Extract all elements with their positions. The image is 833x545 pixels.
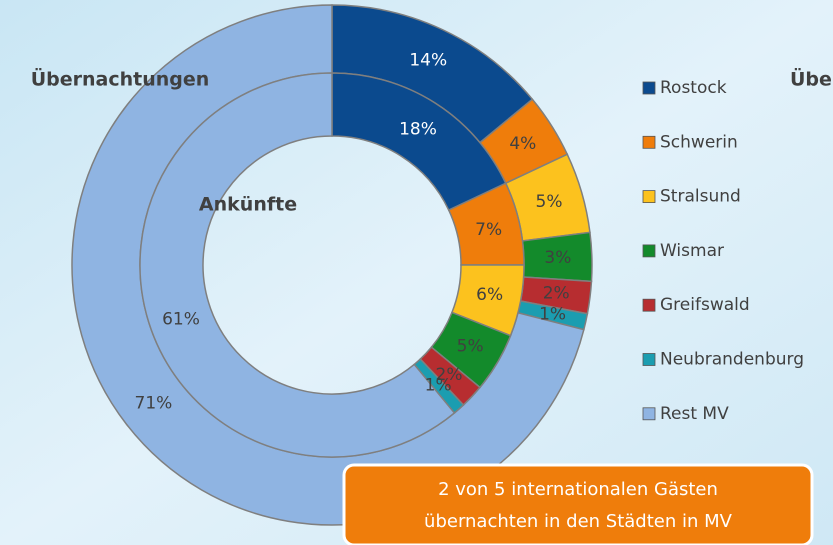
legend-label: Neubrandenburg [660, 350, 804, 370]
legend-label: Stralsund [660, 187, 741, 207]
legend-label: Rostock [660, 78, 727, 98]
legend-label: Greifswald [660, 295, 750, 315]
data-label: 5% [536, 192, 563, 212]
outer-ring-title: Übernachtungen [31, 67, 210, 91]
data-label: 1% [539, 304, 566, 324]
legend: Rostock Schwerin Stralsund Wismar Greifswald… [642, 78, 804, 424]
callout-line: 2 von 5 internationalen Gästen [438, 479, 718, 500]
legend-swatch [642, 135, 656, 149]
legend-label: Rest MV [660, 404, 729, 424]
legend-swatch [642, 244, 656, 258]
data-label: 18% [399, 119, 437, 139]
legend-label: Wismar [660, 241, 724, 261]
legend-swatch [642, 407, 656, 421]
labels: 14%4%5%3%2%1%71%18%7%6%5%2%1%61% [135, 51, 572, 414]
data-label: 2% [543, 283, 570, 303]
rings [71, 4, 593, 526]
data-label: 6% [476, 285, 503, 305]
legend-swatch [642, 190, 656, 204]
legend-swatch [642, 81, 656, 95]
donut-segment [139, 72, 456, 458]
callout-line: übernachten in den Städten in MV [424, 511, 733, 532]
inner-ring-title: Ankünfte [199, 194, 297, 216]
data-label: 71% [135, 394, 173, 414]
data-label: 2% [436, 365, 463, 385]
clipped-title: Übe [790, 67, 832, 91]
data-label: 4% [509, 134, 536, 154]
callout-box [342, 463, 814, 545]
data-label: 61% [162, 309, 200, 329]
legend-swatch [642, 298, 656, 312]
data-label: 3% [544, 248, 571, 268]
data-label: 1% [425, 375, 452, 395]
data-label: 5% [457, 337, 484, 357]
data-label: 14% [409, 51, 447, 71]
data-label: 7% [475, 220, 502, 240]
legend-swatch [642, 353, 656, 366]
legend-label: Schwerin [660, 132, 738, 152]
